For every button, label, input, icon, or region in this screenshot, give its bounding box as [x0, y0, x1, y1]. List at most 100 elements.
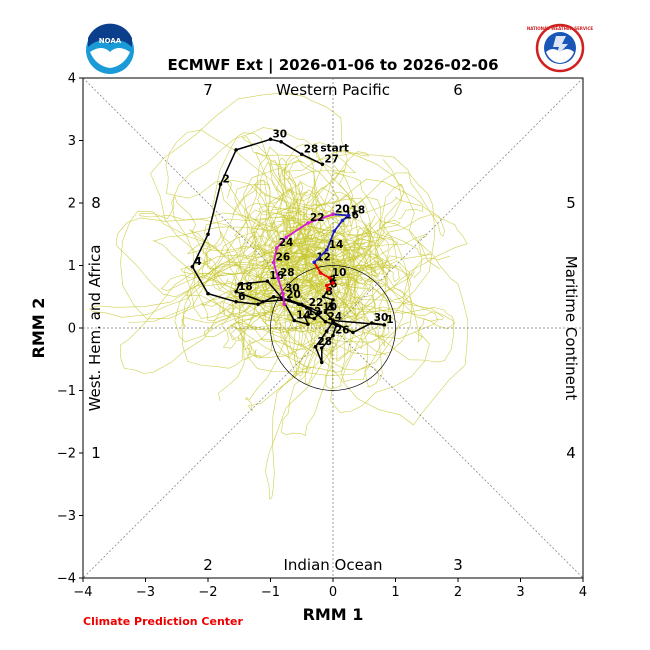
- ensemble-member-line: [232, 179, 350, 269]
- observed-track-point: [369, 321, 374, 325]
- observed-track-point: [324, 329, 329, 333]
- observed-track-day-label: 10: [323, 301, 338, 313]
- x-tick-label: 4: [579, 585, 587, 600]
- observed-track-day-label: 3: [328, 301, 335, 313]
- observed-track-point: [261, 299, 265, 304]
- forecast-week3-track-point: [274, 246, 279, 250]
- x-tick-label: 0: [329, 585, 337, 600]
- y-tick-label: 0: [68, 322, 76, 337]
- forecast-week2-track-line: [313, 213, 350, 264]
- ensemble-member-line: [180, 209, 400, 284]
- ensemble-member-line: [212, 165, 375, 412]
- forecast-week2-track-point: [312, 260, 317, 265]
- chart-title: ECMWF Ext | 2026-01-06 to 2026-02-06: [167, 56, 498, 75]
- observed-track-day-label: 28: [318, 336, 333, 348]
- observed-track-point: [323, 310, 328, 315]
- unit-circle: [270, 265, 396, 391]
- ensemble-member-line: [268, 264, 412, 383]
- forecast-week3-track-point: [282, 302, 287, 307]
- forecast-week3-track-day-label: 22: [310, 212, 325, 224]
- x-tick-label: 2: [454, 585, 462, 600]
- x-tick-label: 3: [516, 585, 524, 600]
- observed-track-day-label: 20: [286, 289, 301, 301]
- ensemble-member-line: [293, 178, 424, 370]
- phase-3-label: 3: [453, 556, 463, 574]
- ensemble-member-line: [165, 129, 383, 390]
- observed-track-point: [334, 323, 338, 327]
- credit-text: Climate Prediction Center: [83, 615, 243, 628]
- observed-track-point: [312, 316, 317, 321]
- phase-2-label: 2: [203, 556, 213, 574]
- start-label: start: [320, 142, 349, 154]
- phase-5-label: 5: [566, 194, 576, 212]
- observed-track-point: [331, 298, 335, 302]
- observed-track-day-label: 28: [304, 143, 319, 155]
- observed-track-day-label: 27: [324, 153, 339, 165]
- tracks: 2728302461012141618202224262830138681012…: [190, 128, 394, 365]
- forecast-week3-track-point: [331, 212, 335, 217]
- phase-8-label: 8: [91, 194, 101, 212]
- observed-track-point: [313, 344, 318, 349]
- ensemble-member-line: [258, 203, 327, 379]
- observed-track-day-label: 6: [238, 291, 245, 303]
- observed-track-point: [299, 152, 304, 157]
- y-tick-label: 4: [68, 72, 76, 87]
- forecast-week1-track-day-label: 8: [329, 275, 336, 287]
- forecast-week3-track-point: [281, 291, 285, 296]
- observed-track-point: [321, 294, 326, 299]
- observed-track-point: [256, 302, 260, 307]
- ensemble-member-line: [181, 213, 399, 327]
- ensemble-member-line: [284, 178, 469, 426]
- ensemble-member-line: [185, 239, 391, 501]
- observed-track-point: [190, 264, 195, 269]
- observed-track-point: [331, 318, 335, 323]
- observed-track-point: [292, 318, 297, 323]
- y-axis-label: RMM 2: [29, 298, 48, 359]
- forecast-week3-track-line: [272, 213, 334, 305]
- observed-track-day-label: 30: [374, 312, 389, 324]
- forecast-week2-track-day-label: 20: [335, 203, 350, 215]
- observed-track-point: [265, 279, 270, 283]
- x-axis-label: RMM 1: [303, 605, 364, 624]
- ensemble-member-line: [265, 172, 358, 338]
- observed-track-day-label: 8: [326, 286, 333, 298]
- x-tick-label: −1: [261, 585, 280, 600]
- observed-track-day-label: 1: [386, 314, 393, 326]
- observed-track-point: [351, 330, 355, 335]
- observed-track-point: [206, 232, 210, 237]
- observed-track-day-label: 2: [223, 173, 230, 185]
- observed-track-point: [218, 182, 223, 187]
- observed-track-point: [234, 289, 238, 294]
- forecast-week3-track-point: [306, 221, 310, 225]
- ensemble-member-line: [120, 210, 438, 339]
- y-tick-label: −4: [57, 572, 76, 587]
- observed-track-point: [323, 319, 328, 324]
- observed-track-point: [206, 291, 210, 296]
- observed-track-point: [268, 137, 273, 142]
- observed-track-point: [279, 139, 283, 144]
- forecast-week2-track-point: [332, 229, 337, 233]
- observed-track-point: [299, 302, 304, 307]
- observed-track-day-label: 24: [328, 311, 343, 323]
- ensemble-member-line: [228, 218, 334, 359]
- noaa-logo-icon: NOAA: [86, 23, 134, 74]
- ensemble-member-line: [184, 172, 435, 325]
- x-tick-label: −4: [73, 585, 92, 600]
- ensemble-member-line: [227, 157, 371, 350]
- ensemble-member-line: [264, 223, 373, 385]
- observed-track-point: [287, 298, 292, 302]
- ensemble-member-line: [150, 92, 389, 317]
- observed-track-day-label: 22: [309, 297, 324, 309]
- ensemble-members: [88, 92, 469, 501]
- y-tick-label: −1: [57, 384, 76, 399]
- forecast-week2-track-point: [340, 218, 345, 223]
- nws-logo-icon: NATIONAL WEATHER SERVICE: [527, 23, 593, 73]
- region-label-left: West. Hem. and Africa: [86, 245, 104, 412]
- ensemble-member-line: [139, 196, 391, 337]
- y-tick-label: −2: [57, 447, 76, 462]
- forecast-week2-track-day-label: 16: [344, 210, 359, 222]
- observed-track-day-label: 30: [273, 128, 288, 140]
- region-label-top: Western Pacific: [276, 81, 390, 99]
- forecast-week3-track-day-label: 26: [276, 251, 291, 263]
- forecast-week3-track-point: [284, 235, 288, 240]
